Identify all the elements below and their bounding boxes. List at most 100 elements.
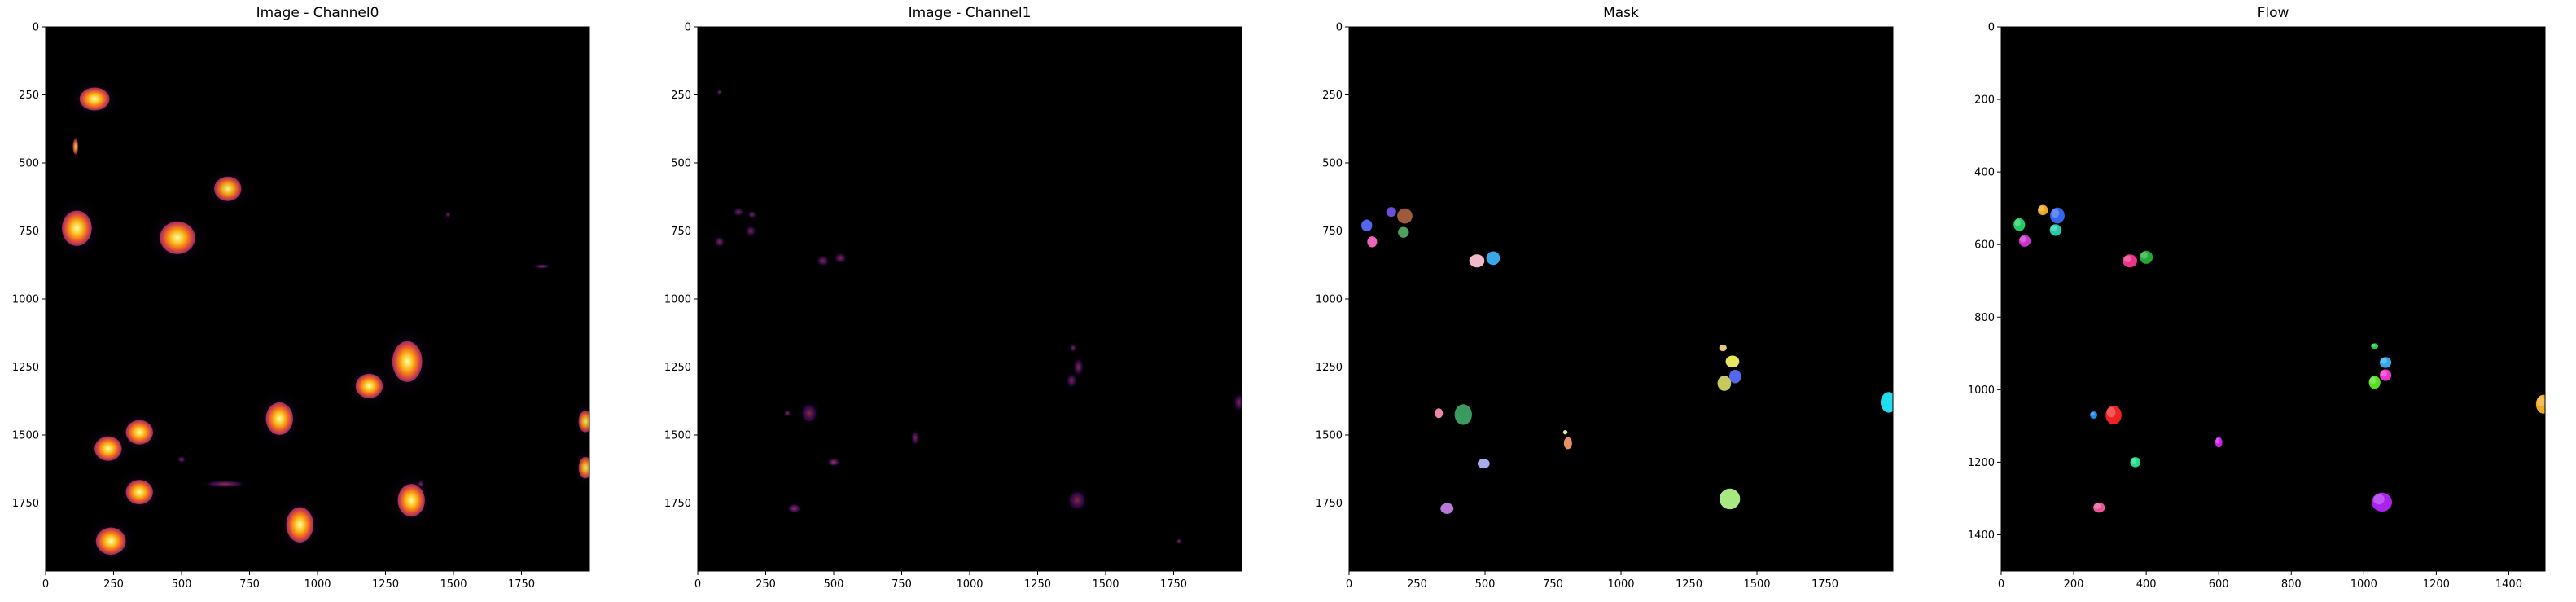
- y-tick-label: 750: [1322, 226, 1343, 238]
- x-tick-label: 600: [2209, 578, 2229, 591]
- x-tick-label: 0: [42, 578, 49, 591]
- x-tick-label: 1250: [372, 578, 399, 591]
- mask-region: [1435, 408, 1444, 419]
- y-tick-label: 1750: [12, 498, 39, 510]
- flow-region: [2379, 357, 2392, 368]
- flow-region: [2535, 394, 2545, 414]
- image-content: [48, 77, 589, 567]
- y-tick-label: 1000: [1316, 294, 1343, 306]
- axes-frame: [2000, 26, 2546, 572]
- x-tick-label: 1000: [304, 578, 331, 591]
- y-tick-label: 0: [685, 22, 691, 34]
- y-tick-label: 500: [19, 158, 39, 170]
- y-tick-label: 1000: [12, 294, 39, 306]
- flow-highlight: [2051, 209, 2060, 218]
- y-tick-label: 0: [1336, 22, 1343, 34]
- y-tick-label: 0: [1988, 22, 1995, 34]
- cell-nucleus: [445, 212, 450, 218]
- x-tick-label: 750: [892, 578, 912, 591]
- x-tick-label: 400: [2136, 578, 2157, 591]
- x-tick-label: 1000: [1607, 578, 1634, 591]
- flow-highlight: [2380, 370, 2387, 377]
- x-tick-label: 1750: [508, 578, 535, 591]
- cell-nucleus: [717, 90, 722, 94]
- cell-nucleus: [1176, 538, 1181, 543]
- flow-region: [2013, 218, 2026, 231]
- y-tick-label: 800: [1974, 312, 1995, 324]
- image-area: [1349, 27, 1893, 571]
- flow-highlight: [2094, 503, 2101, 509]
- y-tick-label: 1500: [1316, 430, 1343, 442]
- cell-nucleus: [788, 504, 800, 512]
- flow-highlight: [2371, 343, 2376, 347]
- mask-region: [1454, 404, 1472, 425]
- x-tick-label: 200: [2064, 578, 2084, 591]
- mask-region: [1719, 488, 1741, 510]
- y-tick-label: 200: [1974, 94, 1995, 107]
- image-area: [2001, 27, 2545, 571]
- mask-region: [1367, 236, 1378, 248]
- mask-region: [1728, 369, 1741, 384]
- y-tick-label: 750: [671, 226, 691, 238]
- y-tick-label: 1250: [1316, 362, 1343, 374]
- x-tick-label: 1500: [440, 578, 467, 591]
- panel-title: Mask: [1603, 5, 1639, 21]
- cell-nucleus: [1234, 395, 1242, 410]
- cell-nucleus: [94, 436, 122, 461]
- flow-highlight: [2050, 225, 2057, 232]
- panel-mask: Mask 0 250 500 750 1000 1250 1500 1750 0 250 500 750…: [1316, 5, 1894, 591]
- cell-nucleus: [177, 456, 186, 463]
- flow-region: [2049, 224, 2061, 236]
- x-tick-label: 1750: [1812, 578, 1838, 591]
- cell-nucleus: [578, 410, 589, 433]
- flow-region: [2215, 437, 2223, 448]
- mask-region: [1717, 376, 1732, 391]
- x-tick-label: 1200: [2423, 578, 2450, 591]
- mask-region: [1477, 459, 1490, 469]
- flow-region: [2379, 369, 2392, 381]
- x-tick-label: 1250: [1024, 578, 1051, 591]
- cell-nucleus: [72, 138, 79, 155]
- x-tick-label: 1000: [2350, 578, 2377, 591]
- image-area: [698, 27, 1242, 571]
- flow-highlight: [2537, 396, 2545, 407]
- flow-region: [2105, 405, 2122, 425]
- x-tick-label: 500: [824, 578, 844, 591]
- cell-nucleus: [95, 527, 126, 555]
- cell-nucleus: [1074, 360, 1083, 374]
- y-tick-label: 250: [671, 90, 691, 102]
- x-tick-label: 1750: [1160, 578, 1187, 591]
- x-tick-label: 0: [694, 578, 701, 591]
- y-tick-label: 1000: [1968, 384, 1995, 397]
- cell-nucleus: [1070, 345, 1076, 352]
- x-tick-label: 0: [1346, 578, 1352, 591]
- x-tick-label: 1500: [1092, 578, 1119, 591]
- mask-region: [1725, 355, 1740, 368]
- flow-highlight: [2038, 205, 2044, 212]
- cell-nucleus: [392, 341, 423, 382]
- flow-region: [2130, 457, 2141, 468]
- x-tick-label: 1250: [1676, 578, 1702, 591]
- cell-nucleus: [802, 405, 817, 422]
- y-tick-label: 1000: [664, 294, 691, 306]
- x-tick-label: 1400: [2495, 578, 2522, 591]
- x-tick-label: 750: [239, 578, 260, 591]
- x-tick-label: 250: [756, 578, 776, 591]
- cell-nucleus: [1067, 375, 1076, 386]
- flow-region: [2371, 343, 2379, 349]
- cell-nucleus: [62, 210, 92, 246]
- x-tick-label: 500: [1475, 578, 1496, 591]
- cell-nucleus: [535, 264, 549, 268]
- mask-region: [1440, 503, 1454, 514]
- y-tick-label: 250: [1322, 90, 1343, 102]
- panel-flow: Flow 0 200 400 600 800 1000 1200 1400 0 200 400 600 8…: [1968, 5, 2546, 591]
- cell-nucleus: [355, 373, 383, 398]
- y-tick-label: 500: [671, 158, 691, 170]
- flow-highlight: [2123, 255, 2132, 263]
- panel-title: Flow: [2258, 5, 2289, 21]
- y-tick-label: 1250: [664, 362, 691, 374]
- y-tick-label: 1750: [1316, 498, 1343, 510]
- cell-nucleus: [784, 410, 791, 416]
- panel-image-channel1: Image - Channel1 0 250 500 750 1000 1250 1500 17…: [664, 5, 1242, 591]
